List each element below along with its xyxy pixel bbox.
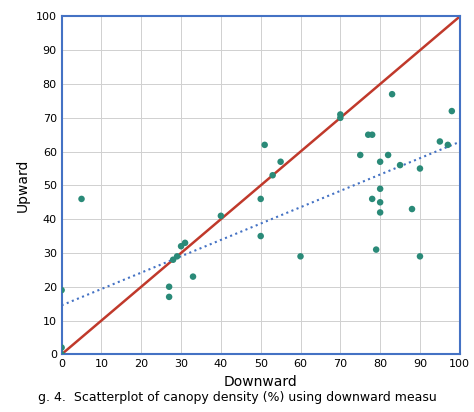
- Point: [444, 142, 452, 148]
- Point: [217, 213, 225, 219]
- Point: [416, 253, 424, 260]
- Point: [181, 239, 189, 246]
- Point: [388, 91, 396, 98]
- Point: [376, 159, 384, 165]
- Point: [376, 185, 384, 192]
- Point: [58, 344, 65, 351]
- Point: [269, 172, 276, 178]
- Point: [169, 256, 177, 263]
- X-axis label: Downward: Downward: [224, 375, 298, 389]
- Point: [384, 152, 392, 158]
- Point: [277, 159, 284, 165]
- Point: [337, 111, 344, 118]
- Point: [368, 196, 376, 202]
- Point: [368, 131, 376, 138]
- Point: [436, 138, 444, 145]
- Point: [448, 108, 456, 115]
- Point: [173, 253, 181, 260]
- Point: [297, 253, 304, 260]
- Point: [58, 351, 65, 358]
- Point: [165, 294, 173, 300]
- Point: [261, 142, 268, 148]
- Point: [365, 131, 372, 138]
- Point: [337, 115, 344, 121]
- Point: [58, 287, 65, 293]
- Point: [257, 196, 264, 202]
- Point: [356, 152, 364, 158]
- Y-axis label: Upward: Upward: [16, 159, 30, 212]
- Point: [376, 199, 384, 206]
- Point: [376, 209, 384, 216]
- Point: [408, 206, 416, 212]
- Point: [257, 233, 264, 239]
- Point: [189, 273, 197, 280]
- Point: [373, 246, 380, 253]
- Point: [78, 196, 85, 202]
- Text: g. 4.  Scatterplot of canopy density (%) using downward measu: g. 4. Scatterplot of canopy density (%) …: [37, 391, 437, 404]
- Point: [416, 165, 424, 172]
- Point: [177, 243, 185, 250]
- Point: [396, 162, 404, 169]
- Point: [165, 283, 173, 290]
